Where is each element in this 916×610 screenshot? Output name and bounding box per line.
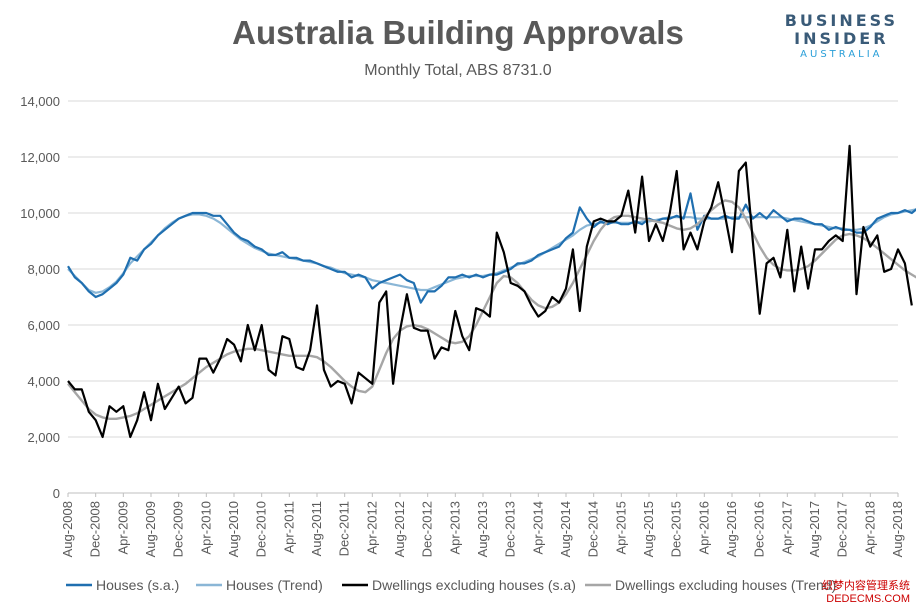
x-tick-label: Apr-2013 (447, 501, 462, 554)
x-tick-label: Aug-2009 (143, 501, 158, 557)
x-tick-label: Apr-2009 (115, 501, 130, 554)
x-tick-label: Aug-2013 (475, 501, 490, 557)
x-tick-label: Aug-2008 (60, 501, 75, 557)
x-tick-label: Dec-2010 (254, 501, 269, 557)
x-tick-label: Dec-2008 (88, 501, 103, 557)
x-tick-label: Aug-2016 (724, 501, 739, 557)
x-tick-label: Aug-2014 (558, 501, 573, 557)
watermark-line-2: DEDECMS.COM (826, 593, 910, 605)
x-tick-label: Dec-2013 (503, 501, 518, 557)
x-tick-label: Apr-2011 (281, 501, 296, 554)
x-tick-label: Aug-2011 (309, 501, 324, 556)
series-line-2 (67, 144, 913, 439)
y-tick-label: 2,000 (27, 430, 60, 445)
y-tick-label: 0 (53, 486, 60, 501)
legend-label: Houses (Trend) (226, 577, 323, 593)
x-tick-label: Dec-2016 (752, 501, 767, 557)
x-tick-label: Dec-2017 (835, 501, 850, 557)
brand-line-2: INSIDER (794, 29, 889, 48)
y-tick-label: 4,000 (27, 374, 60, 389)
y-tick-label: 10,000 (20, 206, 60, 221)
x-tick-label: Aug-2018 (890, 501, 905, 557)
x-tick-label: Apr-2015 (613, 501, 628, 554)
y-tick-label: 6,000 (27, 318, 60, 333)
x-tick-label: Apr-2017 (779, 501, 794, 554)
x-tick-label: Dec-2009 (171, 501, 186, 557)
legend-label: Dwellings excluding houses (s.a) (372, 577, 576, 593)
x-tick-label: Aug-2010 (226, 501, 241, 557)
y-tick-label: 12,000 (20, 150, 60, 165)
series-line-3 (67, 199, 916, 420)
watermark: 织梦内容管理系统 DEDECMS.COM (822, 580, 910, 606)
x-tick-label: Apr-2014 (530, 501, 545, 554)
x-tick-label: Apr-2016 (696, 501, 711, 554)
chart-subtitle: Monthly Total, ABS 8731.0 (364, 62, 552, 79)
brand-logo: BUSINESS INSIDER AUSTRALIA (785, 12, 898, 62)
watermark-line-1: 织梦内容管理系统 (822, 580, 910, 592)
x-tick-label: Apr-2018 (862, 501, 877, 554)
y-tick-label: 8,000 (27, 262, 60, 277)
brand-line-1: BUSINESS (784, 11, 898, 30)
y-tick-label: 14,000 (20, 94, 60, 109)
x-tick-label: Dec-2015 (669, 501, 684, 557)
x-tick-label: Aug-2015 (641, 501, 656, 557)
series-line-0 (67, 192, 916, 304)
x-tick-label: Aug-2012 (392, 501, 407, 557)
x-tick-label: Dec-2012 (420, 501, 435, 557)
legend-label: Houses (s.a.) (96, 577, 179, 593)
x-tick-label: Dec-2011 (337, 501, 352, 556)
chart-title: Australia Building Approvals (232, 14, 684, 51)
legend-label: Dwellings excluding houses (Trend) (615, 577, 836, 593)
brand-line-3: AUSTRALIA (800, 49, 883, 60)
x-tick-label: Dec-2014 (586, 501, 601, 557)
x-tick-label: Aug-2017 (807, 501, 822, 557)
x-tick-label: Apr-2010 (198, 501, 213, 554)
x-tick-label: Apr-2012 (364, 501, 379, 554)
